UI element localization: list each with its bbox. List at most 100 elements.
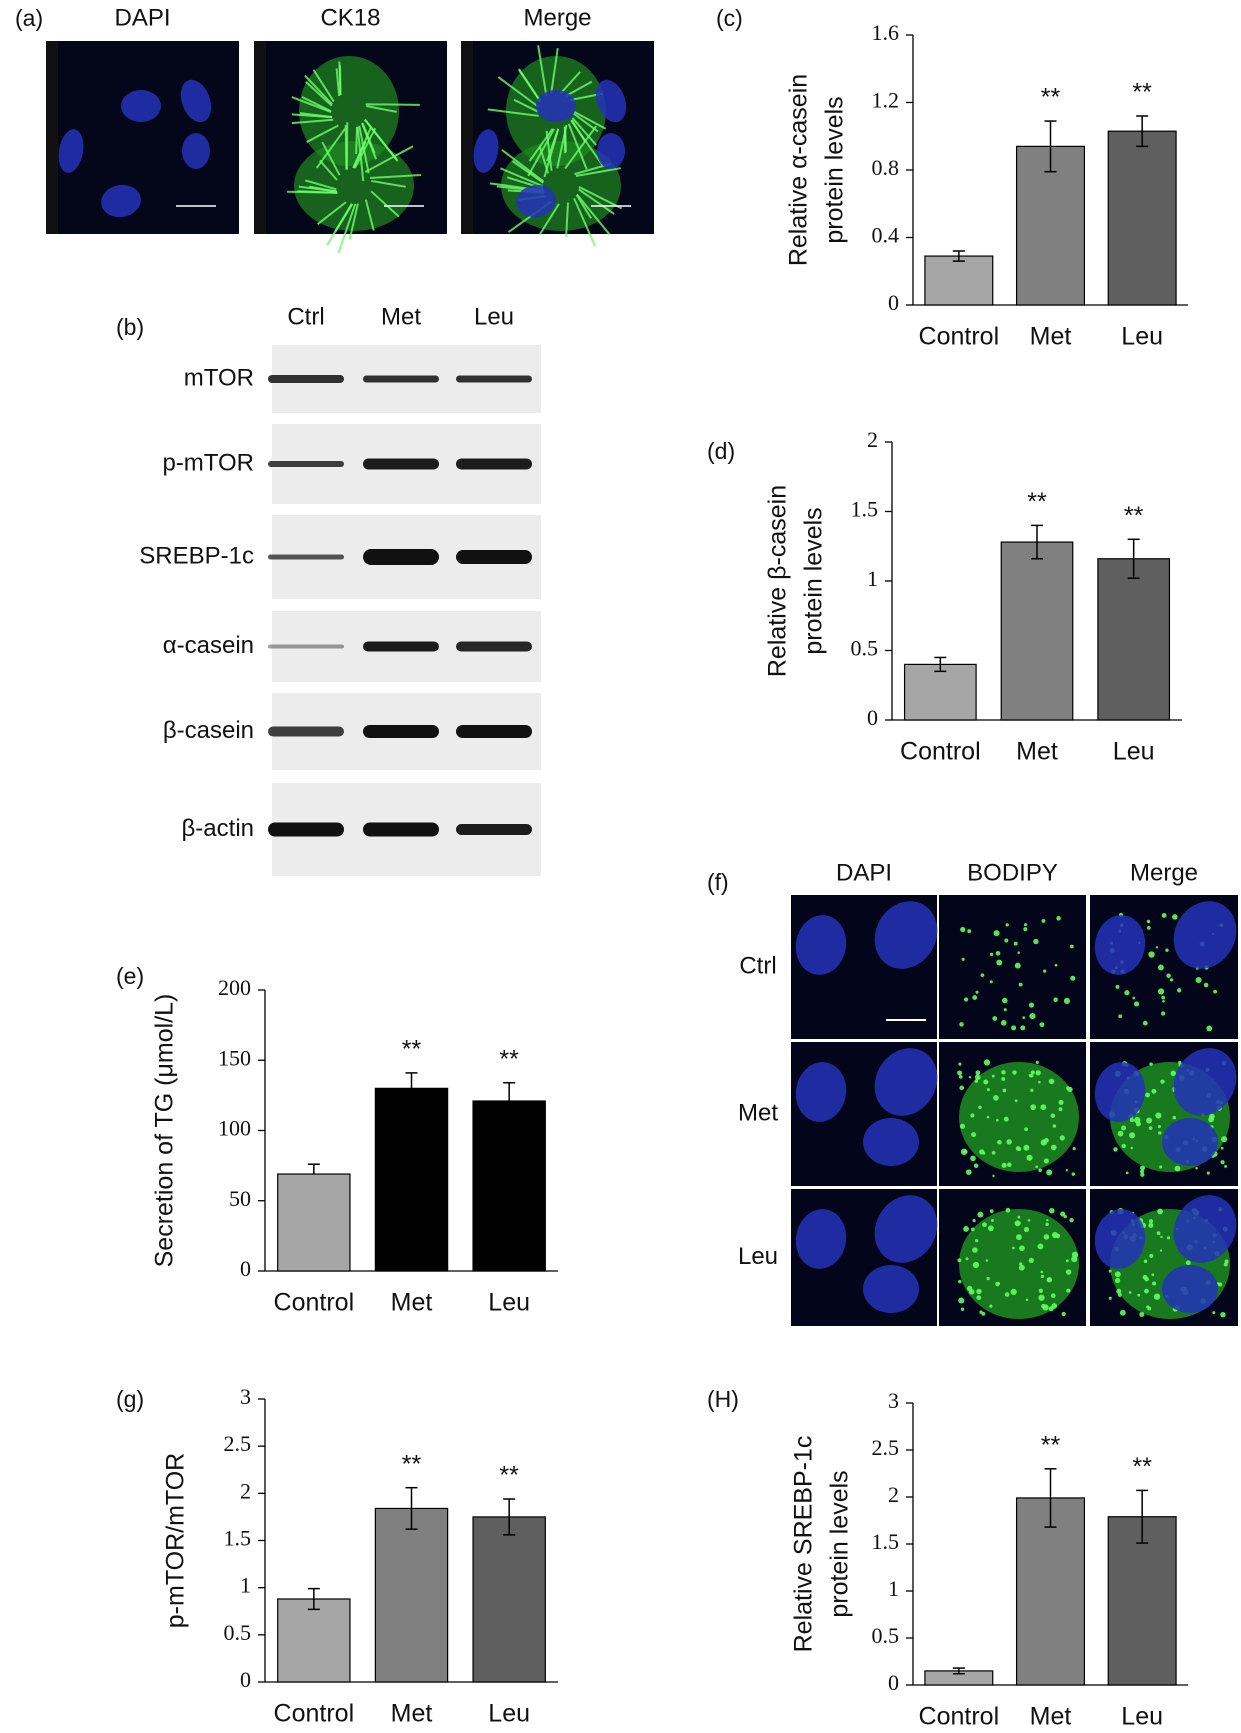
lipid-droplet <box>986 1088 990 1092</box>
lipid-droplet <box>1069 1218 1074 1223</box>
lipid-droplet <box>1033 938 1039 945</box>
lipid-droplet <box>1148 1219 1154 1224</box>
y-tick-label: 0.4 <box>872 223 900 248</box>
lipid-droplet <box>1042 1304 1049 1311</box>
nucleus <box>516 184 556 218</box>
lipid-droplet <box>1023 927 1028 932</box>
lipid-droplet <box>1129 1118 1134 1123</box>
lipid-droplet <box>1030 1070 1035 1075</box>
significance: ** <box>1041 84 1061 112</box>
lipid-droplet <box>1046 1169 1053 1176</box>
lipid-droplet <box>1001 1070 1006 1075</box>
lipid-droplet <box>1002 1088 1007 1093</box>
x-tick-label: Control <box>919 1703 1000 1731</box>
lipid-droplet <box>1053 997 1058 1002</box>
significance: ** <box>499 1045 519 1073</box>
lipid-droplet <box>958 1062 962 1066</box>
lipid-droplet <box>975 1239 979 1243</box>
x-tick-label: Met <box>1030 323 1072 351</box>
lipid-droplet <box>1043 1234 1050 1240</box>
filament <box>573 197 596 247</box>
filament <box>528 128 554 162</box>
lipid-droplet <box>1023 1144 1030 1151</box>
lipid-droplet <box>1029 1073 1034 1078</box>
filament <box>287 190 338 194</box>
nucleus <box>863 1265 919 1313</box>
lipid-droplet <box>1133 1001 1140 1007</box>
row-label: Met <box>738 1099 778 1126</box>
lipid-droplet <box>1007 1162 1012 1168</box>
lipid-droplet <box>1003 1008 1007 1012</box>
lipid-droplet <box>1048 1078 1055 1085</box>
lipid-droplet <box>1157 1125 1161 1129</box>
bar <box>277 1173 351 1272</box>
lipid-droplet <box>1071 1256 1078 1263</box>
y-tick-label: 3 <box>888 1388 899 1413</box>
micrograph <box>939 895 1086 1039</box>
lipid-droplet <box>1140 1172 1145 1177</box>
nucleus <box>1173 1048 1237 1116</box>
lipid-droplet <box>981 1311 986 1316</box>
lipid-droplet <box>965 1169 972 1175</box>
column-label: BODIPY <box>967 859 1058 886</box>
filament <box>567 123 588 170</box>
filament <box>501 149 545 183</box>
filament <box>335 68 341 97</box>
lipid-droplet <box>992 1174 995 1178</box>
lipid-droplet <box>996 1118 999 1122</box>
lipid-droplet <box>1165 948 1169 952</box>
lipid-droplet <box>1137 1293 1141 1297</box>
lipid-droplet <box>1061 1311 1066 1317</box>
filament <box>564 125 598 170</box>
filament <box>319 159 338 181</box>
lipid-droplet <box>985 1259 989 1262</box>
lipid-droplet <box>1166 1236 1171 1240</box>
lipid-droplet <box>1052 1124 1057 1128</box>
lipid-droplet <box>1149 1253 1154 1259</box>
cytoplasm <box>294 141 414 231</box>
y-tick-label: 1.5 <box>224 1526 252 1551</box>
x-tick-label: Met <box>1016 738 1058 766</box>
lipid-droplet <box>1160 1079 1165 1084</box>
x-tick-label: Met <box>1030 1703 1072 1731</box>
y-tick-label: 0 <box>240 1256 251 1281</box>
y-tick-label: 2.5 <box>872 1435 900 1460</box>
filament <box>364 145 414 173</box>
blot-band <box>268 461 344 467</box>
lipid-droplet <box>1156 1231 1161 1235</box>
filament <box>304 179 337 191</box>
filament <box>550 47 559 94</box>
lipid-droplet <box>1224 1259 1229 1264</box>
lipid-droplet <box>1145 1092 1150 1098</box>
filament <box>355 127 359 154</box>
lane-label: Met <box>381 303 421 330</box>
lipid-droplet <box>1038 1168 1042 1173</box>
lipid-droplet <box>1146 919 1151 924</box>
lipid-droplet <box>1019 1262 1023 1266</box>
x-tick-label: Leu <box>488 1289 530 1317</box>
filament <box>571 117 597 146</box>
significance: ** <box>499 1462 519 1490</box>
x-tick-label: Leu <box>488 1700 530 1728</box>
lipid-droplet <box>1040 1270 1044 1274</box>
lipid-droplet <box>960 926 966 933</box>
nucleus <box>473 129 499 173</box>
lipid-droplet <box>965 1257 969 1261</box>
lipid-droplet <box>1166 973 1171 978</box>
lipid-droplet <box>1049 1207 1055 1214</box>
nucleus <box>863 1118 919 1166</box>
lipid-droplet <box>1058 1107 1063 1112</box>
lipid-droplet <box>1128 1291 1132 1294</box>
blot-band <box>268 375 344 383</box>
bar <box>374 1507 449 1683</box>
lipid-droplet <box>1045 1222 1049 1227</box>
y-tick-label: 2 <box>240 1478 251 1503</box>
lipid-droplet <box>1159 1165 1163 1169</box>
lipid-droplet <box>972 995 978 1000</box>
lipid-droplet <box>1058 1099 1064 1105</box>
nucleus <box>874 901 938 969</box>
y-tick-label: 0 <box>888 1670 899 1695</box>
nucleus <box>101 184 141 218</box>
blot-band <box>363 458 439 470</box>
filament <box>575 194 592 219</box>
